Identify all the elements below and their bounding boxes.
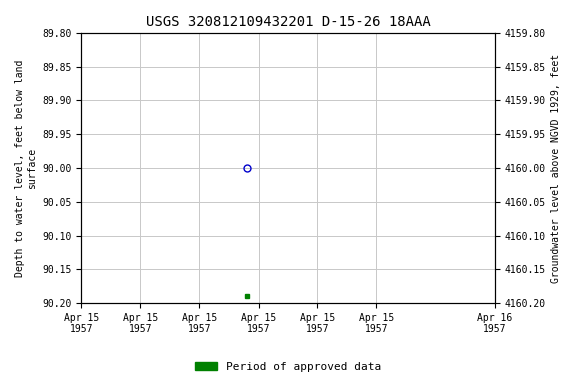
Y-axis label: Depth to water level, feet below land
surface: Depth to water level, feet below land su… bbox=[15, 60, 37, 277]
Legend: Period of approved data: Period of approved data bbox=[191, 358, 385, 377]
Title: USGS 320812109432201 D-15-26 18AAA: USGS 320812109432201 D-15-26 18AAA bbox=[146, 15, 430, 29]
Y-axis label: Groundwater level above NGVD 1929, feet: Groundwater level above NGVD 1929, feet bbox=[551, 53, 561, 283]
